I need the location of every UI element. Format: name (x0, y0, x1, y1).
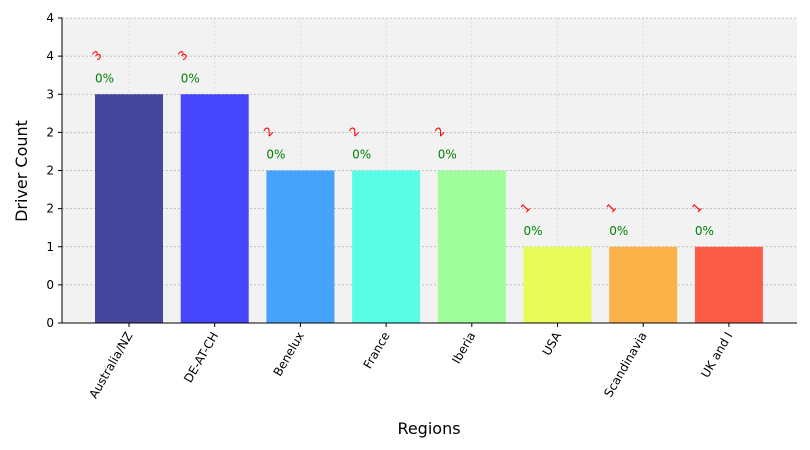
x-tick-label: France (361, 330, 393, 372)
percent-label: 0% (95, 71, 114, 85)
percent-label: 0% (438, 148, 457, 162)
x-tick-label: Scandinavia (601, 330, 650, 400)
bar (266, 170, 335, 323)
percent-label: 0% (352, 148, 371, 162)
bar (523, 246, 592, 323)
x-tick-label: Australia/NZ (86, 330, 135, 401)
y-axis-title: Driver Count (12, 120, 31, 222)
x-tick-label: DE-AT-CH (181, 330, 221, 386)
y-tick-label: 0 (46, 316, 54, 330)
y-tick-label: 3 (46, 87, 54, 101)
bar (95, 94, 163, 323)
percent-label: 0% (524, 224, 543, 238)
percent-label: 0% (266, 148, 285, 162)
bar (694, 246, 763, 323)
y-tick-label: 1 (46, 240, 54, 254)
y-axis-ticks: 0 0 1 2 2 2 3 4 4 (46, 11, 62, 330)
x-tick-label: Benelux (271, 330, 307, 379)
percent-label: 0% (695, 224, 714, 238)
x-tick-label: UK and I (698, 330, 735, 381)
y-tick-label: 4 (46, 49, 54, 63)
x-axis-title: Regions (397, 419, 460, 438)
x-tick-label: Iberia (449, 330, 478, 367)
y-tick-label: 4 (46, 11, 54, 25)
percent-label: 0% (181, 71, 200, 85)
bar (609, 246, 678, 323)
bar (180, 94, 249, 323)
y-tick-label: 2 (46, 164, 54, 178)
bar (437, 170, 506, 323)
bar (352, 170, 421, 323)
x-tick-label: USA (540, 329, 565, 358)
percent-label: 0% (609, 224, 628, 238)
y-tick-label: 2 (46, 202, 54, 216)
x-axis-ticks: Australia/NZ DE-AT-CH Benelux France Iberia U… (86, 323, 735, 401)
y-tick-label: 0 (46, 278, 54, 292)
y-tick-label: 2 (46, 125, 54, 139)
bars (95, 94, 763, 323)
